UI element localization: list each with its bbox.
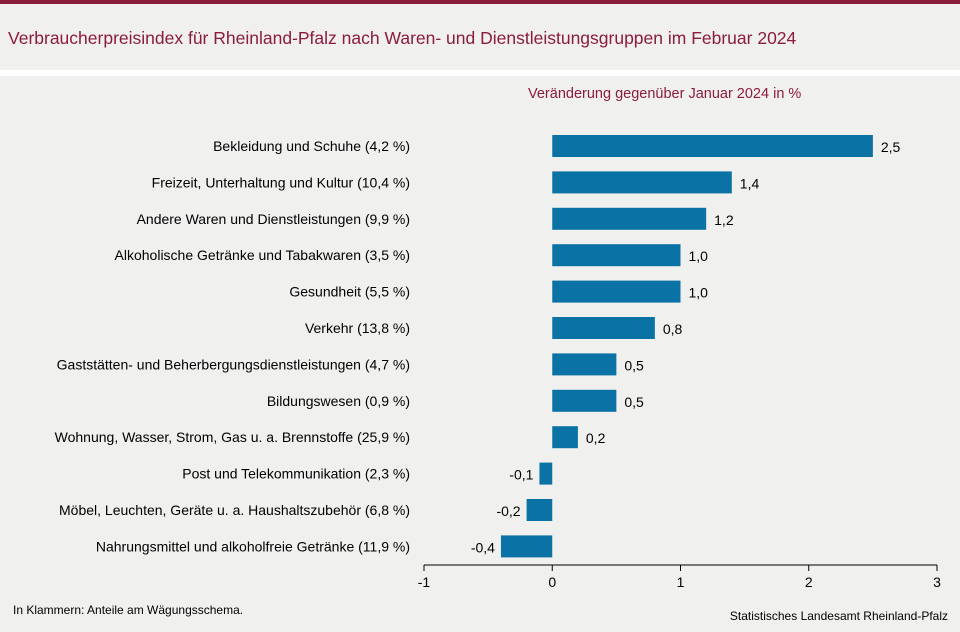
bar — [552, 426, 578, 449]
data-label: 2,5 — [881, 139, 901, 155]
x-tick-label: 1 — [677, 574, 685, 590]
category-label: Post und Telekommunikation (2,3 %) — [182, 466, 410, 482]
category-label: Bildungswesen (0,9 %) — [267, 393, 410, 409]
bar — [552, 207, 707, 230]
footnote: In Klammern: Anteile am Wägungsschema. — [13, 603, 244, 617]
category-label: Gesundheit (5,5 %) — [289, 284, 410, 300]
bar — [552, 389, 617, 412]
data-label: 0,2 — [586, 430, 606, 446]
bar — [552, 353, 617, 376]
category-label: Andere Waren und Dienstleistungen (9,9 %… — [137, 211, 410, 227]
x-tick-label: 2 — [805, 574, 813, 590]
chart-title: Verbraucherpreisindex für Rheinland-Pfal… — [8, 28, 797, 48]
data-label: 0,5 — [624, 394, 644, 410]
data-label: 1,4 — [740, 175, 760, 191]
bar — [552, 280, 681, 303]
source-credit: Statistisches Landesamt Rheinland-Pfalz — [729, 609, 948, 623]
data-label: 1,0 — [689, 285, 709, 301]
data-label: 0,8 — [663, 321, 683, 337]
data-label: -0,1 — [509, 467, 533, 483]
category-label: Möbel, Leuchten, Geräte u. a. Haushaltsz… — [59, 502, 410, 518]
category-label: Wohnung, Wasser, Strom, Gas u. a. Brenns… — [55, 429, 410, 445]
data-label: 0,5 — [624, 357, 644, 373]
category-label: Freizeit, Unterhaltung und Kultur (10,4 … — [152, 174, 410, 190]
category-label: Bekleidung und Schuhe (4,2 %) — [213, 138, 410, 154]
x-tick-label: 0 — [548, 574, 556, 590]
top-accent-rule — [0, 0, 960, 4]
category-label: Nahrungsmittel und alkoholfreie Getränke… — [96, 538, 410, 554]
bar — [500, 535, 553, 558]
category-label: Verkehr (13,8 %) — [305, 320, 410, 336]
bar — [552, 171, 732, 194]
x-tick-label: -1 — [418, 574, 431, 590]
category-label: Alkoholische Getränke und Tabakwaren (3,… — [115, 247, 410, 263]
bar — [552, 317, 655, 339]
x-tick-label: 3 — [933, 574, 941, 590]
category-label: Gaststätten- und Beherbergungsdienstleis… — [57, 356, 410, 372]
data-label: 1,0 — [689, 248, 709, 264]
bar — [526, 499, 553, 521]
chart-subtitle: Veränderung gegenüber Januar 2024 in % — [528, 86, 802, 102]
data-label: -0,2 — [496, 503, 520, 519]
bar — [552, 135, 873, 157]
bar — [552, 244, 681, 267]
title-divider — [0, 70, 960, 76]
data-label: 1,2 — [714, 212, 734, 228]
data-label: -0,4 — [471, 539, 495, 555]
bar — [539, 462, 553, 485]
